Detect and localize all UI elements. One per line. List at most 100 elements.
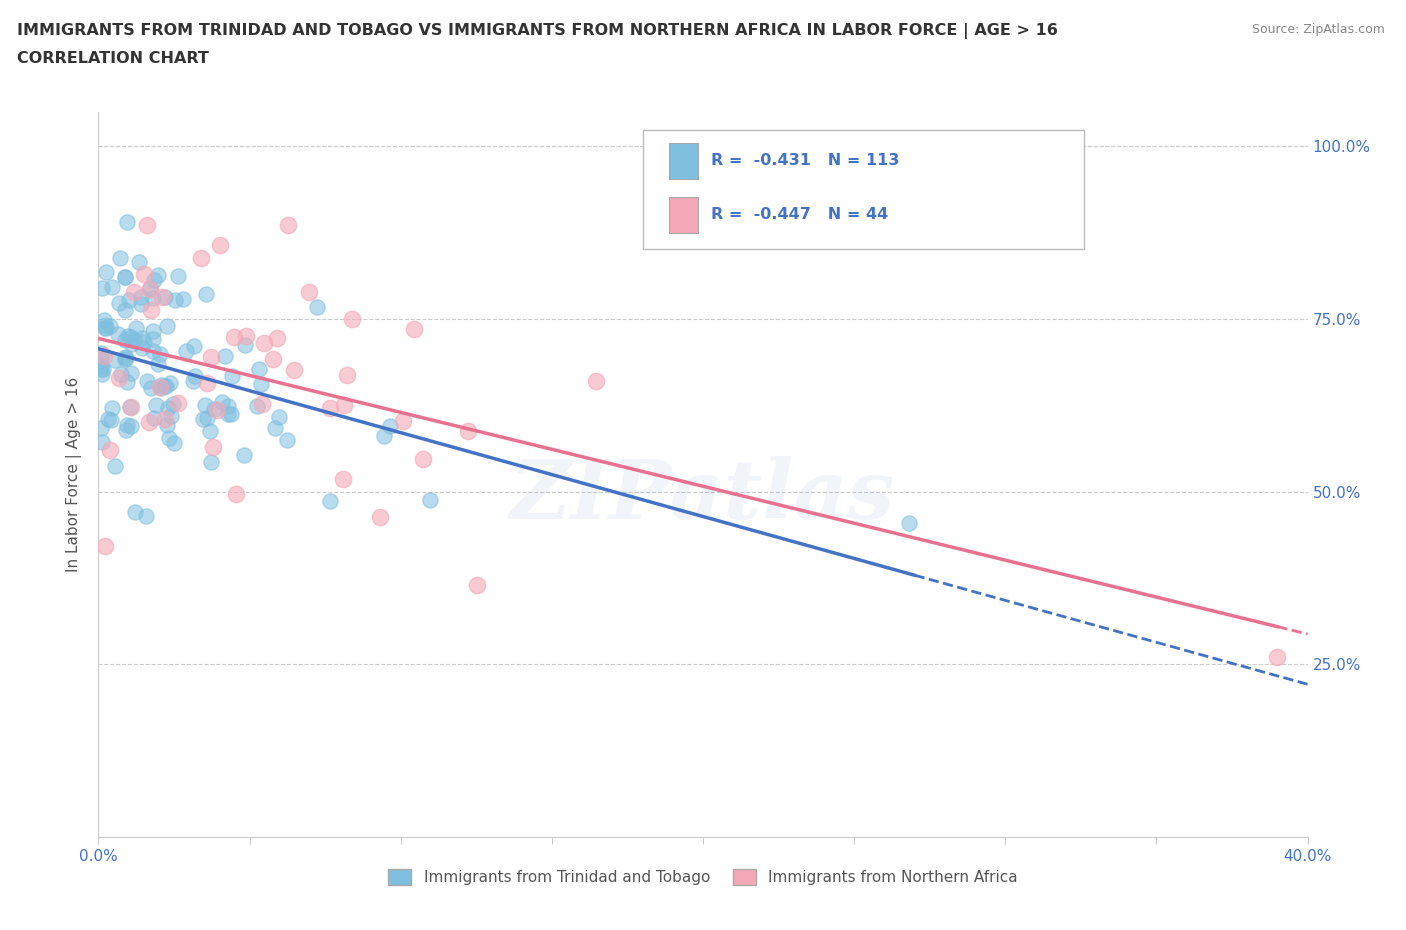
- Point: [191, 412, 214, 427]
- Point: [198, 423, 221, 438]
- Point: [101, 401, 124, 416]
- Point: [141, 302, 163, 317]
- Point: [195, 410, 218, 425]
- Point: [263, 420, 285, 435]
- Point: [218, 399, 240, 414]
- Point: [118, 292, 141, 307]
- Point: [233, 339, 256, 353]
- Text: R =  -0.431   N = 113: R = -0.431 N = 113: [711, 153, 900, 168]
- Point: [247, 362, 270, 377]
- Point: [200, 350, 222, 365]
- Point: [149, 347, 172, 362]
- Point: [149, 379, 172, 394]
- Point: [190, 251, 212, 266]
- Point: [124, 505, 146, 520]
- Point: [120, 329, 142, 344]
- Point: [104, 458, 127, 473]
- Point: [114, 269, 136, 284]
- Point: [93, 361, 115, 376]
- Point: [202, 401, 225, 416]
- Point: [391, 414, 413, 429]
- Point: [252, 396, 274, 411]
- Point: [163, 293, 186, 308]
- Point: [195, 286, 218, 301]
- Point: [319, 494, 342, 509]
- Point: [115, 423, 138, 438]
- Point: [94, 321, 117, 336]
- Point: [419, 493, 441, 508]
- Point: [225, 486, 247, 501]
- Point: [221, 369, 243, 384]
- Point: [214, 349, 236, 364]
- Point: [897, 515, 920, 530]
- Point: [342, 312, 364, 327]
- Point: [585, 374, 607, 389]
- Point: [159, 376, 181, 391]
- Point: [200, 455, 222, 470]
- Point: [91, 434, 114, 449]
- Point: [114, 352, 136, 366]
- Point: [246, 398, 269, 413]
- Point: [232, 447, 254, 462]
- FancyBboxPatch shape: [643, 130, 1084, 249]
- Point: [174, 343, 197, 358]
- Point: [201, 440, 224, 455]
- Point: [136, 374, 159, 389]
- Point: [93, 312, 115, 327]
- Point: [166, 269, 188, 284]
- Point: [138, 415, 160, 430]
- Point: [172, 291, 194, 306]
- Point: [139, 280, 162, 295]
- Point: [125, 320, 148, 335]
- Point: [110, 251, 132, 266]
- Point: [404, 322, 426, 337]
- Legend: Immigrants from Trinidad and Tobago, Immigrants from Northern Africa: Immigrants from Trinidad and Tobago, Imm…: [382, 863, 1024, 891]
- Point: [150, 380, 173, 395]
- Point: [153, 411, 176, 426]
- Point: [90, 366, 112, 381]
- Text: ZIPatlas: ZIPatlas: [510, 456, 896, 536]
- Point: [184, 368, 207, 383]
- Point: [153, 289, 176, 304]
- Point: [155, 379, 177, 393]
- Point: [139, 381, 162, 396]
- Point: [131, 297, 153, 312]
- Point: [118, 400, 141, 415]
- Point: [217, 406, 239, 421]
- Point: [319, 401, 342, 416]
- Point: [114, 351, 136, 365]
- Point: [104, 353, 127, 368]
- Point: [163, 436, 186, 451]
- Point: [162, 397, 184, 412]
- Point: [135, 509, 157, 524]
- Point: [117, 418, 139, 432]
- Point: [139, 282, 162, 297]
- Point: [146, 356, 169, 371]
- Point: [283, 363, 305, 378]
- Point: [412, 451, 434, 466]
- Point: [101, 279, 124, 294]
- Point: [222, 330, 245, 345]
- Point: [129, 289, 152, 304]
- Point: [132, 266, 155, 281]
- Point: [336, 367, 359, 382]
- Point: [156, 400, 179, 415]
- Point: [150, 289, 173, 304]
- Point: [142, 324, 165, 339]
- Text: Source: ZipAtlas.com: Source: ZipAtlas.com: [1251, 23, 1385, 36]
- FancyBboxPatch shape: [669, 197, 699, 233]
- Point: [90, 358, 112, 373]
- Point: [93, 318, 115, 333]
- Point: [120, 365, 142, 380]
- Point: [277, 218, 299, 232]
- Point: [156, 418, 179, 432]
- Point: [107, 326, 129, 341]
- Point: [114, 332, 136, 347]
- Point: [117, 329, 139, 344]
- FancyBboxPatch shape: [669, 143, 699, 179]
- Point: [253, 336, 276, 351]
- Point: [305, 299, 328, 314]
- Point: [219, 406, 242, 421]
- Point: [114, 350, 136, 365]
- Point: [131, 340, 153, 355]
